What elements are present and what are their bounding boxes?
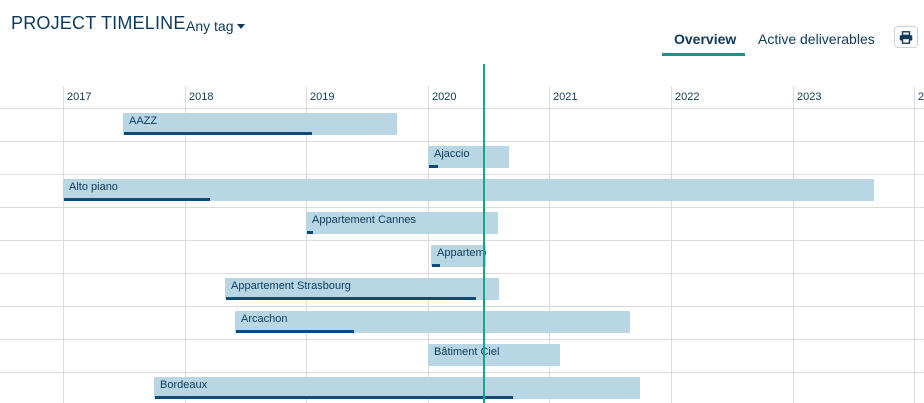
row-separator	[0, 273, 924, 274]
view-tabs: Overview Active deliverables	[0, 0, 924, 60]
project-progress	[429, 165, 438, 168]
tag-filter-dropdown[interactable]: Any tag	[186, 18, 246, 34]
project-bar[interactable]: Arcachon	[235, 311, 630, 333]
tag-filter-label: Any tag	[186, 18, 234, 34]
year-label: 2017	[67, 91, 92, 103]
project-name: AAZZ	[129, 115, 158, 127]
year-gridline	[185, 86, 186, 403]
row-separator	[0, 240, 924, 241]
year-gridline	[428, 86, 429, 403]
active-tab-indicator	[662, 53, 745, 56]
year-gridline	[914, 86, 915, 403]
project-name: Appartement Cannes	[312, 214, 416, 226]
project-bar[interactable]: AAZZ	[123, 113, 397, 135]
year-label: 2021	[553, 91, 578, 103]
year-gridline	[793, 86, 794, 403]
project-name: Alto piano	[69, 181, 118, 193]
project-bar[interactable]: Appartement	[431, 245, 486, 267]
timeline-chart: 2017 2018 2019 2020 2021 2022 2023 20 AAZZ Ajacci…	[0, 86, 924, 403]
project-bar[interactable]: Bordeaux	[154, 377, 640, 399]
project-progress	[64, 198, 210, 201]
project-bar[interactable]: Alto piano	[63, 179, 874, 201]
year-gridline	[306, 86, 307, 403]
year-label: 2023	[797, 91, 822, 103]
timeline-header-line	[0, 108, 924, 109]
project-name: Appartement	[437, 247, 486, 259]
row-separator	[0, 207, 924, 208]
project-bar[interactable]: Appartement Cannes	[306, 212, 498, 234]
year-gridline	[671, 86, 672, 403]
year-gridline	[63, 86, 64, 403]
project-name: Arcachon	[241, 313, 288, 325]
today-marker	[483, 64, 485, 403]
year-label: 2020	[432, 91, 457, 103]
row-separator	[0, 141, 924, 142]
year-label: 2022	[675, 91, 700, 103]
tab-active-deliverables[interactable]: Active deliverables	[758, 31, 875, 47]
year-label: 2019	[310, 91, 335, 103]
project-bar[interactable]: Ajaccio	[428, 146, 509, 168]
row-separator	[0, 174, 924, 175]
row-separator	[0, 372, 924, 373]
page-title: PROJECT TIMELINE	[11, 13, 186, 33]
print-button[interactable]	[894, 26, 918, 48]
project-name: Bâtiment Ciel	[434, 346, 500, 358]
year-label: 20	[918, 91, 924, 103]
project-bar[interactable]: Bâtiment Ciel	[428, 344, 560, 366]
project-name: Appartement Strasbourg	[231, 280, 351, 292]
printer-icon	[899, 30, 913, 44]
row-separator	[0, 306, 924, 307]
project-name: Ajaccio	[434, 148, 470, 160]
year-label: 2018	[189, 91, 214, 103]
project-progress	[226, 297, 476, 300]
project-progress	[236, 330, 354, 333]
project-progress	[307, 231, 313, 234]
caret-down-icon	[237, 24, 246, 29]
project-progress	[155, 396, 513, 399]
row-separator	[0, 339, 924, 340]
project-bar[interactable]: Appartement Strasbourg	[225, 278, 499, 300]
tab-overview[interactable]: Overview	[674, 31, 737, 47]
project-progress	[432, 264, 440, 267]
year-gridline	[549, 86, 550, 403]
project-progress	[124, 132, 312, 135]
project-name: Bordeaux	[160, 379, 208, 391]
